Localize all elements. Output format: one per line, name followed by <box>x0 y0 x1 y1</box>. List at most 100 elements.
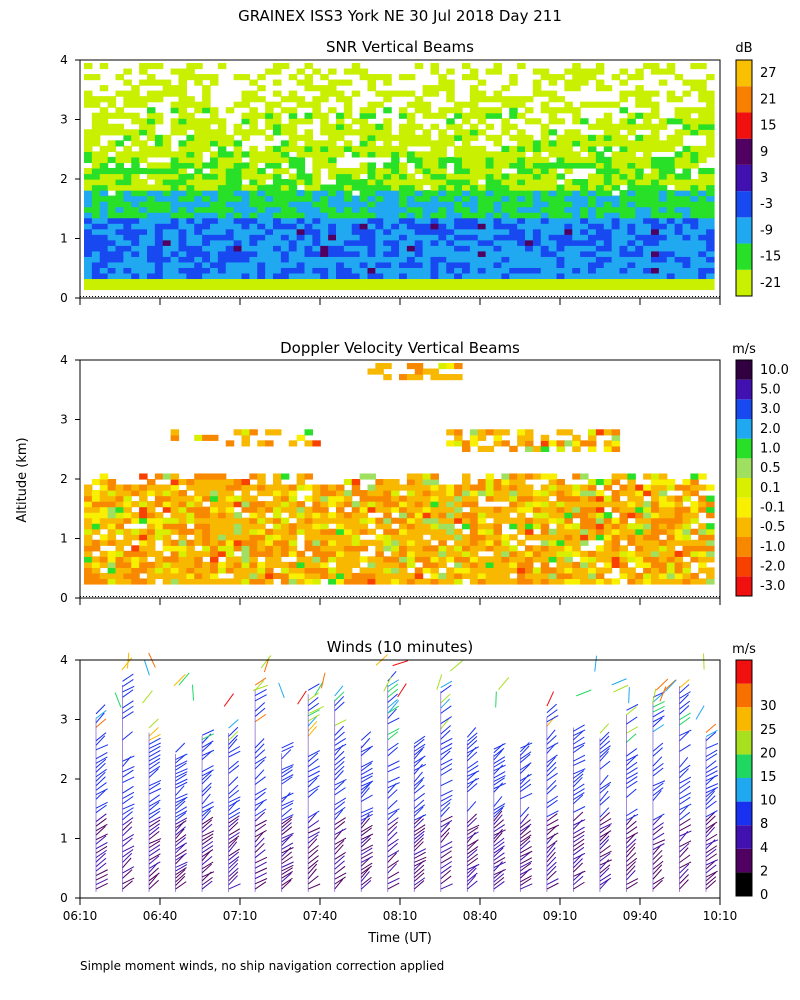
snr-cell <box>635 250 644 257</box>
snr-cell <box>115 223 124 230</box>
snr-cell <box>619 256 628 263</box>
doppler-cell <box>580 539 589 546</box>
snr-cell <box>288 245 298 252</box>
doppler-cell <box>477 578 487 585</box>
snr-cell <box>202 283 211 291</box>
wind-barb <box>440 718 450 730</box>
doppler-cell <box>619 517 628 524</box>
wind-barb <box>254 769 265 780</box>
snr-cell <box>580 74 589 81</box>
snr-cell <box>619 107 628 114</box>
snr-cell <box>99 256 109 263</box>
y-tick-label: 3 <box>60 113 68 127</box>
doppler-cell <box>162 523 172 530</box>
snr-cell <box>217 239 227 246</box>
wind-barb <box>254 694 267 702</box>
snr-cell <box>343 190 353 197</box>
snr-cell <box>580 272 589 280</box>
wind-barb <box>546 882 559 890</box>
doppler-cell <box>343 556 353 563</box>
snr-cell <box>375 129 384 136</box>
wind-barb <box>705 839 719 846</box>
snr-cell <box>493 190 502 197</box>
doppler-cell <box>162 473 172 480</box>
snr-cell <box>674 184 684 191</box>
doppler-cell <box>131 550 140 557</box>
snr-cell <box>595 212 605 219</box>
snr-cell <box>674 156 684 164</box>
snr-cell <box>414 267 424 274</box>
snr-cell <box>296 79 306 86</box>
snr-cell <box>564 68 573 75</box>
snr-cell <box>595 134 605 141</box>
snr-cell <box>603 201 613 208</box>
snr-cell <box>178 228 187 235</box>
snr-cell <box>123 173 132 180</box>
snr-cell <box>91 179 101 186</box>
snr-cell <box>296 245 306 252</box>
doppler-cell <box>107 495 117 502</box>
snr-cell <box>154 272 164 280</box>
snr-cell <box>202 107 211 114</box>
snr-cell <box>343 267 353 274</box>
snr-cell <box>241 167 250 175</box>
wind-barb <box>546 761 557 772</box>
wind-barb <box>254 842 265 853</box>
snr-cell <box>399 278 408 285</box>
doppler-cell <box>454 429 463 436</box>
snr-cell <box>674 239 684 246</box>
doppler-cell <box>217 490 227 497</box>
doppler-cell <box>170 484 180 491</box>
doppler-cell <box>501 440 510 447</box>
doppler-cell <box>217 512 227 519</box>
snr-cell <box>320 96 329 103</box>
doppler-cell <box>517 528 526 535</box>
doppler-cell <box>651 550 660 557</box>
snr-cell <box>210 201 219 208</box>
wind-barb <box>334 860 345 870</box>
doppler-cell <box>351 501 361 508</box>
doppler-cell <box>509 556 518 563</box>
doppler-cell <box>572 501 581 508</box>
snr-cell <box>580 195 589 202</box>
doppler-cell <box>658 528 668 535</box>
snr-cell <box>336 134 345 141</box>
snr-cell <box>438 151 447 158</box>
doppler-cell <box>406 528 416 535</box>
snr-cell <box>123 68 132 75</box>
doppler-cell <box>249 429 258 436</box>
snr-cell <box>430 267 439 274</box>
doppler-cell <box>249 512 258 519</box>
snr-cell <box>233 278 243 285</box>
doppler-cell <box>674 534 684 541</box>
snr-cell <box>414 140 424 147</box>
wind-barb <box>679 861 692 869</box>
doppler-cell <box>139 545 148 552</box>
doppler-cell <box>178 556 187 563</box>
doppler-cell <box>682 506 691 513</box>
colorbar-label: 21 <box>760 92 777 107</box>
doppler-cell <box>304 578 313 585</box>
snr-cell <box>454 101 463 108</box>
snr-cell <box>627 112 636 119</box>
snr-cell <box>643 195 652 202</box>
wind-barb <box>254 788 267 796</box>
doppler-cell <box>643 550 652 557</box>
wind-barb <box>228 726 239 737</box>
wind-barb <box>201 830 215 837</box>
snr-cell <box>446 239 455 246</box>
snr-cell <box>202 212 211 219</box>
snr-cell <box>304 267 313 274</box>
snr-cell <box>588 261 597 268</box>
doppler-cell <box>225 561 235 568</box>
doppler-colorbar: -3.0-2.0-1.0-0.5-0.10.10.51.02.03.05.010… <box>735 359 789 597</box>
doppler-cell <box>131 484 140 491</box>
snr-cell <box>627 173 636 180</box>
wind-barb <box>626 838 637 849</box>
snr-cell <box>162 173 172 180</box>
snr-cell <box>564 201 573 208</box>
doppler-cell <box>170 434 180 441</box>
snr-cell <box>115 239 124 246</box>
snr-cell <box>588 283 597 291</box>
wind-barb <box>466 751 478 762</box>
